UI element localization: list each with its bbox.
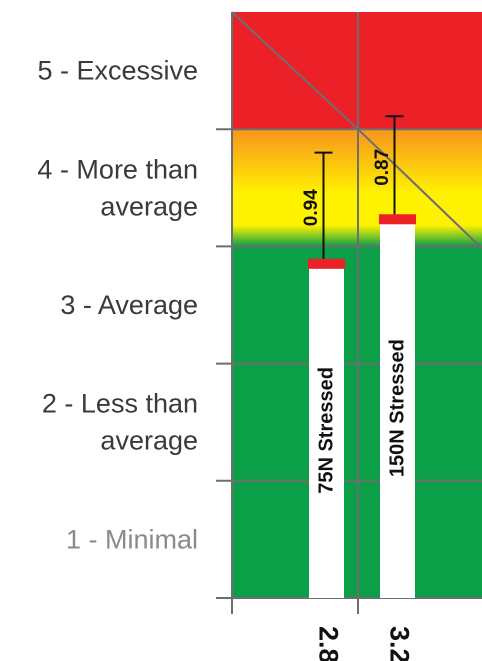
bar-1 xyxy=(309,262,344,598)
scale-label-2-line-2: average xyxy=(100,426,198,456)
error-label-2: 0.87 xyxy=(372,149,393,186)
scale-label-4-line-1: 4 - More than xyxy=(37,154,198,184)
value-label-2: 3.24 xyxy=(385,626,415,661)
scale-label-2-line-1: 2 - Less than xyxy=(42,389,198,419)
error-label-1: 0.94 xyxy=(301,189,322,226)
scale-labels: 1 - Minimal 2 - Less than average 3 - Avera… xyxy=(37,56,198,555)
bars: 75N Stressed 150N Stressed xyxy=(308,214,416,598)
error-bars: 0.94 0.87 xyxy=(301,115,404,259)
bar-label-2: 150N Stressed xyxy=(387,339,409,477)
diagonal-1 xyxy=(231,11,359,130)
scale-label-4-line-2: average xyxy=(100,191,198,221)
bar-cap-2 xyxy=(379,214,416,225)
value-label-1: 2.86 xyxy=(314,626,344,661)
scale-label-5: 5 - Excessive xyxy=(37,56,198,86)
bar-label-1: 75N Stressed xyxy=(316,367,338,494)
scale-label-1: 1 - Minimal xyxy=(66,524,198,554)
bar-2 xyxy=(380,218,415,598)
bar-cap-1 xyxy=(308,258,345,269)
scale-label-3: 3 - Average xyxy=(60,290,198,320)
grid-lines xyxy=(216,11,482,614)
value-labels: 2.86 3.24 xyxy=(314,626,415,661)
diagonal-2 xyxy=(357,128,482,250)
